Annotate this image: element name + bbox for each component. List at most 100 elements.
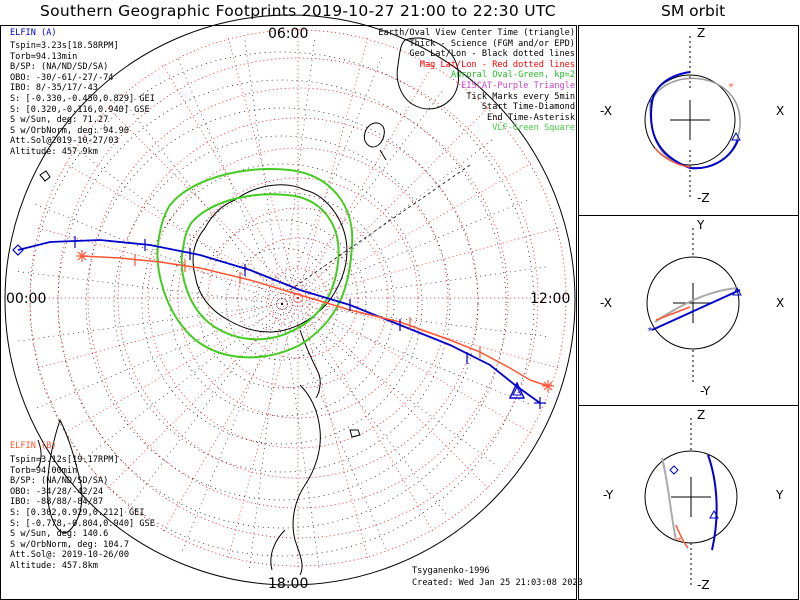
mag-lon-line bbox=[227, 297, 299, 559]
view-center-line bbox=[289, 164, 471, 291]
geo-lon-line bbox=[115, 91, 283, 305]
geo-lon-line bbox=[33, 303, 283, 410]
madagascar-outline bbox=[37, 439, 42, 469]
legend-item: Geo Lat/Lon - Black dotted lines bbox=[409, 49, 575, 60]
view-center-triangle bbox=[508, 381, 526, 399]
created-label: Created: Wed Jan 25 21:03:08 2023 bbox=[412, 578, 583, 588]
orbit-panel-yz: * bbox=[644, 418, 738, 585]
legend-item: Mag Lat/Lon - Red dotted lines bbox=[419, 59, 575, 70]
elfin-a-info: Tspin=3.23s[18.58RPM] Torb=94.13min B/SP: … bbox=[10, 41, 155, 158]
geo-lat-circle bbox=[169, 191, 395, 417]
map-boundary-circle bbox=[4, 14, 576, 586]
mag-lon-line bbox=[297, 297, 490, 490]
mag-lat-circle bbox=[147, 147, 449, 449]
legend-item: Auroral Oval-Green, kp=2 bbox=[450, 70, 575, 81]
africa-outline bbox=[47, 418, 83, 533]
mag-lon-line bbox=[297, 297, 559, 369]
mag-lon-line bbox=[297, 297, 369, 559]
elfin-a-start-diamond bbox=[12, 244, 24, 256]
orbit-xy-top: Y bbox=[697, 218, 705, 232]
geo-lon-line bbox=[281, 303, 388, 553]
orbit-frame-yz bbox=[578, 405, 799, 600]
elfin-b-info-line: Att.Sol@: 2019-10-26/00 bbox=[10, 550, 129, 561]
orbit-xy-right: X bbox=[776, 296, 785, 310]
svg-text:*: * bbox=[728, 82, 734, 93]
auroral-oval bbox=[156, 168, 354, 359]
orbit-yz-right: Y bbox=[776, 488, 784, 502]
elfin-b-info-line: OBO: -34/28/-42/24 bbox=[10, 486, 104, 497]
orbit-xy-red bbox=[655, 306, 691, 321]
svg-text:*: * bbox=[676, 536, 682, 547]
geo-lon-line bbox=[281, 35, 316, 305]
orbit-yz-top: Z bbox=[697, 408, 706, 422]
mag-lon-line bbox=[162, 297, 299, 533]
geo-lon-line bbox=[69, 303, 283, 471]
satellite-tracks bbox=[12, 236, 554, 409]
geo-lon-line bbox=[281, 137, 495, 305]
elfin-a-info-line: S w/Sun, deg: 71.27 bbox=[10, 115, 109, 126]
australia-outline bbox=[396, 37, 459, 110]
geo-lon-line bbox=[66, 141, 283, 305]
mag-lon-line bbox=[297, 37, 369, 299]
orbit-xy-bottom: -Y bbox=[700, 384, 711, 398]
legend-item: Thick - Science (FGM and/or EPD) bbox=[409, 38, 575, 49]
elfin-a-info-line: B/SP: (NA/ND/SD/SA) bbox=[10, 62, 109, 73]
orbit-panel-xy: * bbox=[646, 228, 742, 385]
geo-lon-line bbox=[281, 303, 320, 572]
orbit-xz-blue bbox=[650, 71, 739, 170]
geo-lon-line bbox=[281, 303, 449, 517]
orbit-title: SM orbit bbox=[661, 2, 726, 20]
mag-lon-line bbox=[63, 162, 299, 299]
elfin-b-info-line: Altitude: 457.8km bbox=[10, 560, 98, 571]
geo-lat-circle bbox=[253, 275, 311, 333]
legend: Earth/Oval View Center Time (triangle) Th… bbox=[378, 28, 575, 134]
elfin-a-info-line: Tspin=3.23s[18.58RPM] bbox=[10, 41, 119, 51]
legend-item: Earth/Oval View Center Time (triangle) bbox=[378, 28, 575, 38]
svg-text:*: * bbox=[648, 98, 654, 109]
elfin-a-track bbox=[17, 239, 541, 404]
mag-lon-line bbox=[37, 227, 299, 299]
geo-lon-line bbox=[176, 55, 283, 305]
model-label: Tsyganenko-1996 bbox=[412, 566, 490, 576]
orbit-xz-grey bbox=[649, 77, 741, 169]
geo-lon-line bbox=[31, 202, 283, 305]
elfin-a-ticks bbox=[74, 236, 468, 364]
elfin-b-info-line: Tspin=3.12s[19.17RPM] bbox=[10, 455, 119, 465]
geo-lat-circle bbox=[141, 163, 423, 445]
elfin-b-info-line: S: [0.302,0.929,0.212] GEI bbox=[10, 507, 145, 518]
mag-lon-line bbox=[227, 37, 299, 299]
geo-lon-line bbox=[281, 53, 384, 305]
auroral-oval-inner bbox=[180, 193, 340, 341]
elfin-b-info-line: IBO: -88/88/-84/87 bbox=[10, 497, 104, 508]
orbit-xz-red bbox=[654, 147, 691, 168]
orbit-yz-blue bbox=[707, 454, 718, 551]
orbit-yz-bottom: -Z bbox=[697, 578, 710, 592]
main-title: Southern Geographic Footprints 2019-10-2… bbox=[40, 2, 556, 20]
elfin-b-start-asterisk bbox=[76, 250, 88, 262]
geo-lat-circle bbox=[197, 219, 367, 389]
geo-lon-line bbox=[180, 303, 283, 555]
orbit-yz-grey bbox=[661, 457, 677, 541]
elfin-a-info-line: OBO: -30/-61/-27/-74 bbox=[10, 72, 114, 83]
geo-lon-line bbox=[281, 303, 551, 338]
orbit-xz-left: -X bbox=[600, 104, 612, 118]
hour-label-right: 12:00 bbox=[530, 291, 571, 307]
mag-lon-line bbox=[297, 106, 490, 299]
mag-lat-circle bbox=[207, 207, 389, 389]
geo-lon-line bbox=[13, 270, 283, 305]
mag-lon-line bbox=[297, 227, 559, 299]
elfin-b-end-asterisk bbox=[542, 380, 554, 392]
elfin-a-info-line: IBO: 8/-35/17/-43 bbox=[10, 83, 98, 94]
elfin-b-info: Tspin=3.12s[19.17RPM] Torb=94.00min B/SP: … bbox=[10, 455, 155, 572]
elfin-a-info-line: Att.Sol@2019-10-27/03 bbox=[10, 136, 119, 147]
elfin-a-info-line: S: [0.320,-0.116,0.940] GSE bbox=[10, 104, 150, 115]
mag-lon-line bbox=[37, 297, 299, 369]
mag-lon-line bbox=[297, 297, 533, 434]
antarctica-outline bbox=[192, 184, 348, 333]
orbit-xz-right: X bbox=[776, 104, 785, 118]
orbit-xz-top: Z bbox=[697, 26, 706, 40]
geo-lon-line bbox=[281, 266, 550, 305]
geo-lon-line bbox=[244, 36, 283, 305]
new-zealand-outline bbox=[363, 122, 387, 161]
orbit-panel-xz: * * bbox=[644, 36, 741, 200]
